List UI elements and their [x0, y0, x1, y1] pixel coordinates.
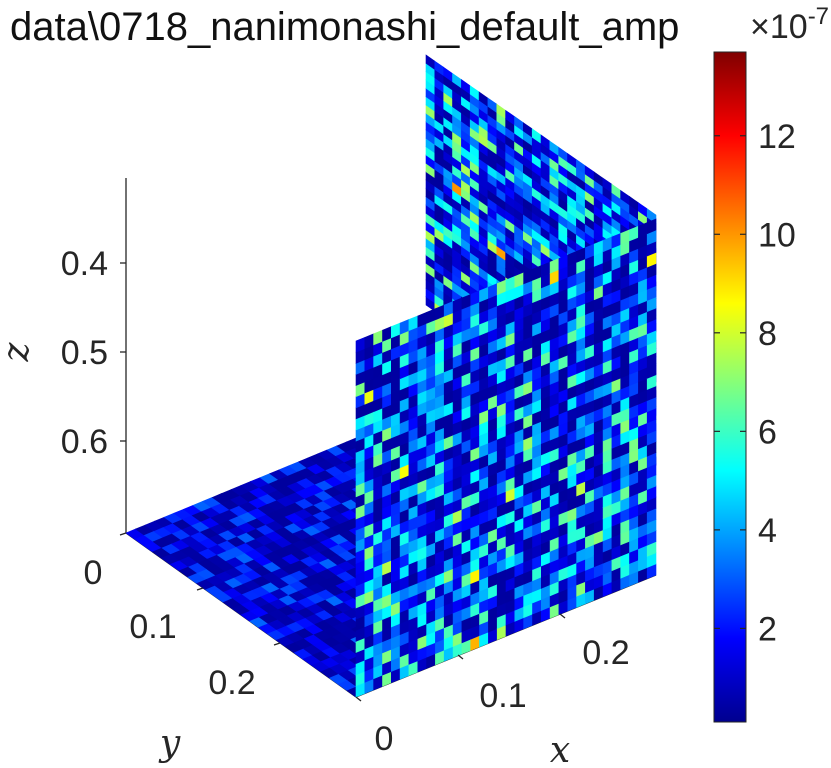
y-axis-label: y — [158, 723, 181, 764]
y-tick-mark — [273, 642, 281, 646]
colorbar-exponent-base: ×10 — [750, 8, 808, 46]
axis-ticks: 0.4 0.5 0.6 0 0.1 0.2 0 0.1 0.2 — [61, 245, 630, 758]
colorbar-tick-label: 10 — [758, 216, 796, 254]
x-tick-label: 0.2 — [582, 634, 629, 672]
heatmap-cell-xz — [646, 218, 657, 235]
z-tick-label: 0.6 — [61, 423, 108, 461]
colorbar-exponent-power: -7 — [808, 3, 829, 30]
y-tick-mark — [119, 532, 127, 536]
x-tick-label: 0 — [375, 720, 394, 758]
y-tick-label: 0 — [84, 554, 103, 592]
x-tick-label: 0.1 — [479, 677, 526, 715]
x-tick-mark — [559, 613, 566, 619]
colorbar-tick-label: 12 — [758, 118, 796, 156]
y-tick-mark — [196, 587, 204, 591]
z-tick-label: 0.5 — [61, 334, 108, 372]
colorbar — [713, 51, 747, 723]
colorbar-exponent: ×10-7 — [750, 3, 829, 46]
chart-title: data\0718_nanimonashi_default_amp — [10, 5, 679, 49]
y-tick-label: 0.1 — [129, 608, 176, 646]
z-tick-label: 0.4 — [61, 245, 108, 283]
colorbar-tick-label: 8 — [758, 315, 777, 353]
y-tick-label: 0.2 — [208, 664, 255, 702]
slice-xz-plane — [355, 218, 657, 698]
colorbar-tick-label: 2 — [758, 610, 777, 648]
colorbar-tick-label: 4 — [758, 512, 777, 550]
colorbar-tick-label: 6 — [758, 413, 777, 451]
colorbar-ticks: 2 4 6 8 10 12 — [714, 118, 796, 648]
x-axis-label: x — [550, 730, 570, 768]
x-tick-mark — [355, 696, 362, 702]
x-tick-mark — [457, 654, 464, 660]
z-axis-label: z — [0, 341, 37, 362]
